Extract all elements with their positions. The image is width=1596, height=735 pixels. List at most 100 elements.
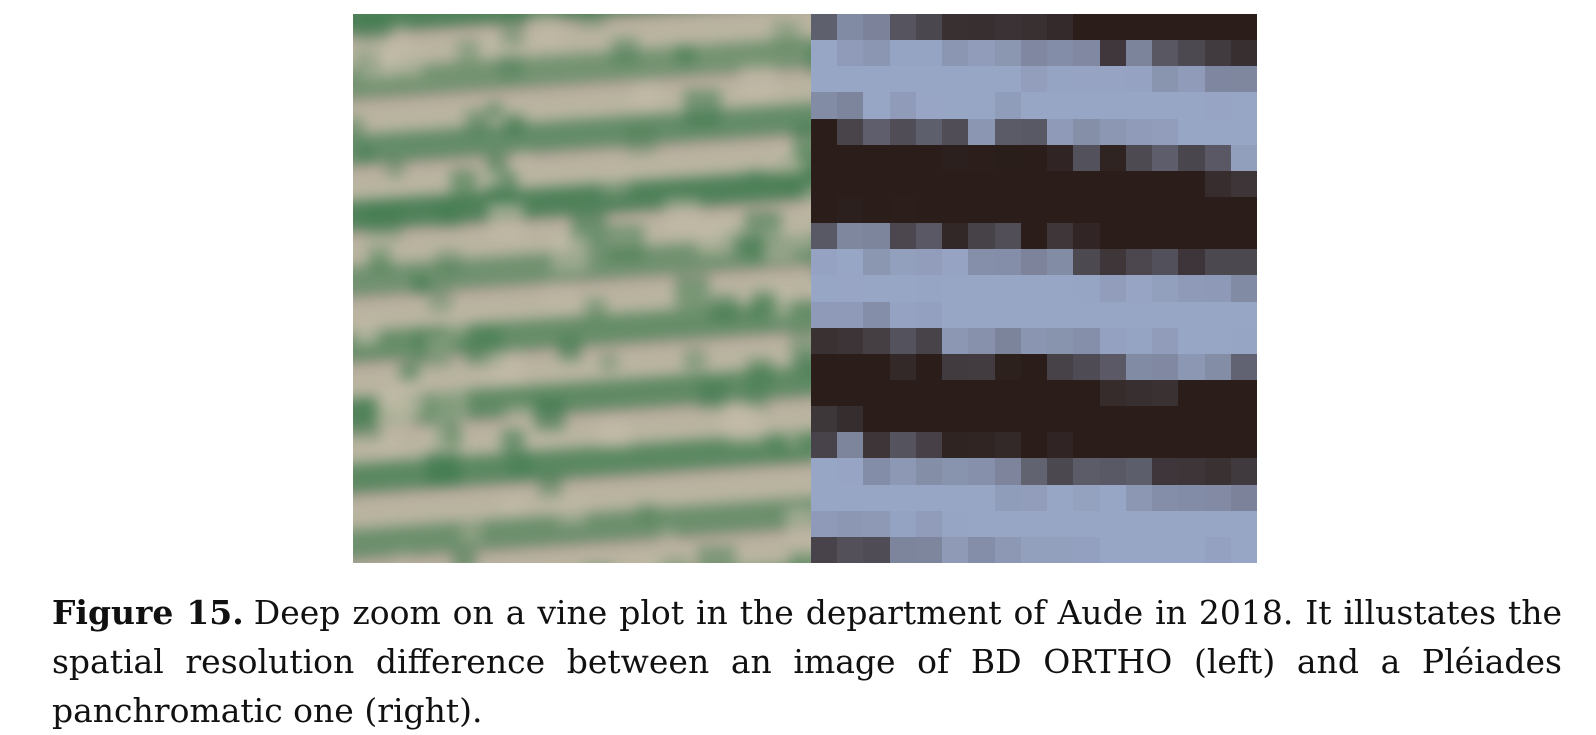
texture-speckle [684, 90, 721, 127]
pleiades-pixel [968, 40, 995, 67]
pleiades-pixel [968, 537, 995, 563]
pleiades-pixel [890, 40, 917, 67]
texture-speckle [450, 169, 476, 195]
pleiades-pixel [1231, 354, 1257, 381]
vine-row-band [353, 98, 811, 169]
pleiades-pixel [968, 380, 995, 407]
pleiades-pixel [1073, 275, 1100, 302]
pleiades-pixel [890, 92, 917, 119]
pleiades-pixel [890, 249, 917, 276]
pleiades-pixel [1231, 485, 1257, 512]
pleiades-pixel [1021, 197, 1048, 224]
pleiades-pixel [916, 275, 943, 302]
pleiades-pixel [1100, 92, 1127, 119]
pleiades-pixel [1021, 511, 1048, 538]
pleiades-pixel [1047, 92, 1074, 119]
pleiades-pixel [942, 432, 969, 459]
pleiades-pixel [863, 328, 890, 355]
pleiades-pixel [1178, 537, 1205, 563]
pleiades-pixel [916, 92, 943, 119]
pleiades-pixel [837, 197, 864, 224]
pleiades-pixel [811, 328, 838, 355]
pleiades-pixel [811, 66, 838, 93]
pleiades-pixel [995, 458, 1022, 485]
pleiades-pixel [1100, 328, 1127, 355]
pleiades-pixel [811, 14, 838, 41]
pleiades-pixel [995, 119, 1022, 146]
pleiades-pixel [1021, 432, 1048, 459]
pleiades-pixel [1021, 406, 1048, 433]
pleiades-pixel [942, 223, 969, 250]
pleiades-pixel [811, 171, 838, 198]
pleiades-pixel [1205, 328, 1232, 355]
pleiades-pixel [1178, 14, 1205, 41]
pleiades-pixel [811, 432, 838, 459]
pleiades-pixel [1073, 328, 1100, 355]
pleiades-pixel [1152, 380, 1179, 407]
pleiades-pixel [1126, 92, 1153, 119]
pleiades-pixel [1073, 223, 1100, 250]
pleiades-pixel [942, 275, 969, 302]
pleiades-pixel [811, 223, 838, 250]
pleiades-pixel [1073, 406, 1100, 433]
pleiades-pixel [916, 537, 943, 563]
pleiades-pixel [995, 328, 1022, 355]
texture-speckle [746, 169, 762, 185]
texture-speckle [501, 429, 524, 452]
pleiades-pixel [942, 145, 969, 172]
pleiades-pixel [1073, 171, 1100, 198]
texture-speckle [558, 337, 581, 360]
pleiades-pixel [1152, 302, 1179, 329]
pleiades-pixel [1152, 40, 1179, 67]
pleiades-pixel [1178, 119, 1205, 146]
pleiades-pixel [1100, 354, 1127, 381]
pleiades-pixel [837, 66, 864, 93]
texture-speckle [353, 118, 364, 139]
pleiades-pixel [1126, 406, 1153, 433]
texture-speckle [598, 417, 629, 448]
pleiades-pixel [811, 145, 838, 172]
texture-speckle [353, 319, 379, 345]
pleiades-pixel [968, 302, 995, 329]
pleiades-pixel [1047, 328, 1074, 355]
pleiades-pixel [1100, 275, 1127, 302]
texture-speckle [764, 230, 795, 261]
pleiades-pixel [995, 406, 1022, 433]
texture-speckle [386, 160, 403, 177]
pleiades-pixel [942, 380, 969, 407]
texture-speckle [659, 528, 676, 545]
pleiades-pixel [995, 511, 1022, 538]
pleiades-pixel [1205, 171, 1232, 198]
pleiades-pixel [916, 249, 943, 276]
pleiades-pixel [942, 458, 969, 485]
texture-speckle [503, 114, 525, 136]
pleiades-pixel [1178, 92, 1205, 119]
pleiades-pixel [968, 145, 995, 172]
pleiades-pixel [968, 458, 995, 485]
texture-speckle [676, 45, 695, 64]
texture-speckle [602, 169, 629, 196]
pleiades-pixel [1100, 197, 1127, 224]
pleiades-pixel [968, 485, 995, 512]
pleiades-pixel [968, 119, 995, 146]
pleiades-pixel [1021, 302, 1048, 329]
pleiades-pixel [995, 145, 1022, 172]
pleiades-pixel [1073, 458, 1100, 485]
pleiades-pixel [1152, 511, 1179, 538]
pleiades-pixel [811, 485, 838, 512]
pleiades-pixel [837, 171, 864, 198]
pleiades-pixel [837, 406, 864, 433]
texture-speckle [557, 496, 586, 525]
texture-speckle [697, 545, 735, 563]
pleiades-pixel [1152, 275, 1179, 302]
pleiades-pixel [1021, 249, 1048, 276]
pleiades-pixel [1152, 171, 1179, 198]
pleiades-pixel [942, 249, 969, 276]
pleiades-pixel [890, 197, 917, 224]
pleiades-pixel [1047, 537, 1074, 563]
pleiades-pixel [942, 406, 969, 433]
pleiades-pixel [968, 66, 995, 93]
pleiades-pixel [890, 275, 917, 302]
pleiades-pixel [1152, 119, 1179, 146]
pleiades-pixel [1073, 432, 1100, 459]
